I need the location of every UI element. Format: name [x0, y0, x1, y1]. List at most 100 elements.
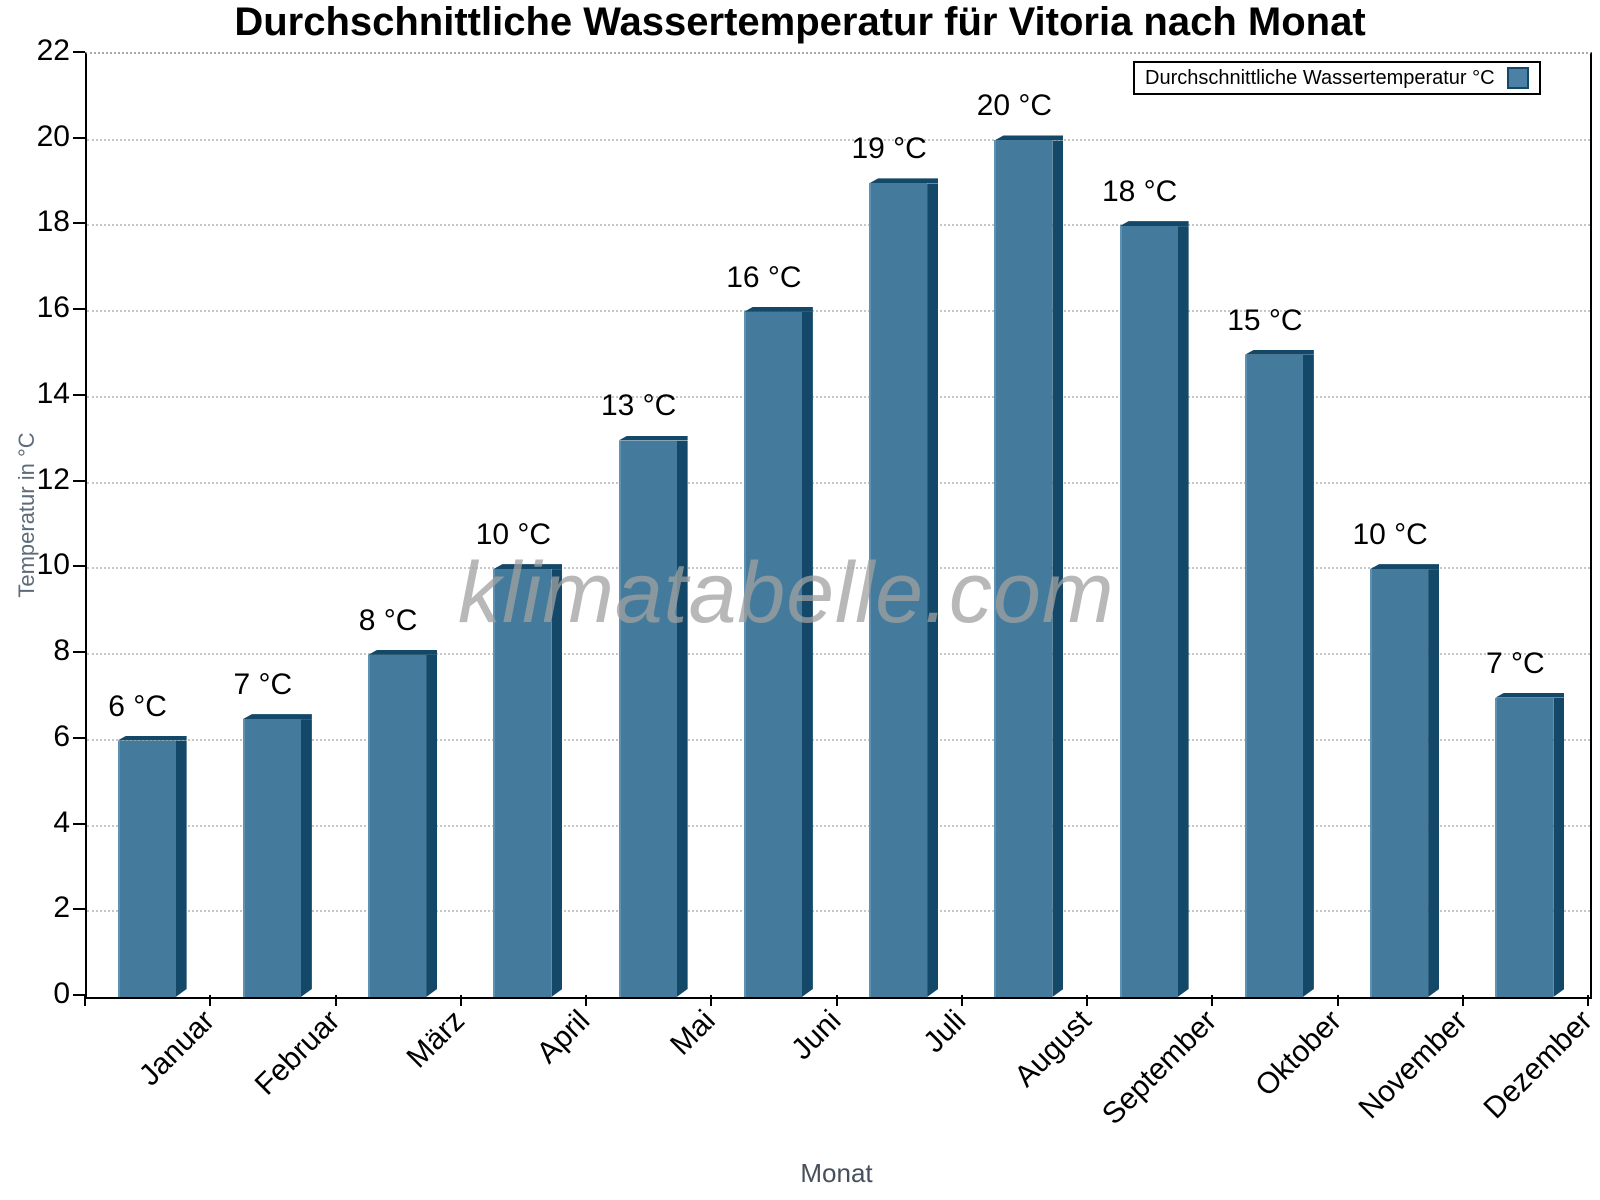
gridline [87, 738, 1590, 741]
bar-top-edge [743, 306, 813, 312]
y-axis-tick [73, 736, 85, 739]
bar [242, 714, 312, 997]
x-category-label-text: Dezember [1477, 1004, 1599, 1126]
bar [869, 178, 939, 997]
bar [994, 135, 1064, 997]
y-tick-label: 22 [36, 34, 70, 67]
gridline [87, 824, 1590, 827]
bar-right-edge [927, 183, 938, 997]
bar-value-label: 20 °C [976, 89, 1053, 123]
bar-right-edge [551, 569, 562, 997]
bar [368, 649, 438, 997]
x-category-label-text: Januar [132, 1004, 221, 1093]
bar-face [117, 740, 176, 997]
x-axis-tick [1587, 995, 1589, 1006]
y-axis-tick [73, 822, 85, 825]
x-axis-tick [209, 995, 212, 1006]
bar-face [242, 719, 301, 997]
bar-face [994, 140, 1053, 997]
x-axis-tick [459, 995, 462, 1006]
x-axis-tick [1336, 995, 1339, 1006]
x-category-label-text: April [530, 1004, 597, 1070]
watermark-text: klimatabelle.com [458, 545, 1115, 641]
bar-right-edge [301, 719, 312, 997]
x-category-label-text: März [400, 1004, 472, 1075]
x-axis-tick [835, 995, 838, 1006]
gridline [87, 653, 1590, 656]
bar-value-label: 6 °C [108, 689, 167, 723]
bar-value-label: 7 °C [1486, 646, 1545, 680]
bar-face [1244, 354, 1303, 997]
y-axis-tick [73, 393, 85, 396]
y-tick-label: 14 [36, 376, 70, 410]
bar-value-label: 10 °C [475, 518, 552, 552]
x-axis-tick [1461, 995, 1464, 1006]
bar-top-edge [242, 714, 312, 720]
x-category-label-text: Mai [664, 1004, 722, 1062]
bar-value-label: 10 °C [1352, 518, 1428, 552]
bar-value-label: 15 °C [1227, 303, 1303, 337]
bar-top-edge [618, 435, 688, 441]
x-axis-tick [1086, 995, 1088, 1006]
y-tick-label: 0 [53, 977, 70, 1010]
bar-face [869, 183, 928, 997]
y-tick-label: 20 [36, 119, 70, 153]
gridline [87, 395, 1590, 398]
y-tick-label: 10 [36, 548, 70, 582]
bar [1244, 349, 1314, 997]
x-category-label-text: September [1095, 1004, 1223, 1132]
gridline [87, 138, 1590, 141]
bar-right-edge [1428, 569, 1439, 997]
bar-face [743, 311, 802, 997]
bar-right-edge [1303, 355, 1314, 997]
y-axis-tick [73, 994, 85, 996]
y-tick-label: 6 [53, 719, 70, 753]
bar-value-label: 19 °C [851, 132, 927, 166]
y-tick-label: 12 [36, 462, 70, 496]
bar-face [368, 654, 427, 997]
y-tick-label: 18 [36, 205, 70, 239]
x-category-label-text: Juni [784, 1004, 848, 1067]
x-category-label-text: Juli [917, 1004, 973, 1060]
x-category-label-text: November [1352, 1004, 1474, 1126]
bar-right-edge [802, 312, 813, 997]
bar-right-edge [677, 441, 688, 998]
legend-color-swatch [1506, 67, 1529, 89]
y-tick-label: 8 [53, 634, 70, 668]
y-axis-tick [73, 222, 85, 225]
y-axis-tick [73, 308, 85, 311]
x-axis-title: Monat [800, 1158, 873, 1188]
y-axis-tick [73, 479, 85, 482]
bar [1119, 221, 1189, 997]
bar-value-label: 18 °C [1101, 175, 1178, 209]
bar-face [493, 569, 552, 997]
bar-value-label: 8 °C [358, 603, 418, 637]
x-axis-tick [334, 995, 337, 1006]
bar-right-edge [1052, 140, 1063, 997]
bar-top-edge [117, 735, 187, 741]
bar [1370, 564, 1440, 997]
y-tick-label: 16 [36, 291, 70, 325]
y-tick-label: 2 [53, 891, 70, 925]
bar [1495, 692, 1565, 997]
y-tick-label: 4 [53, 805, 70, 839]
bar [493, 564, 563, 997]
bar-top-edge [869, 178, 939, 184]
bar-top-edge [368, 649, 438, 655]
legend-box: Durchschnittliche Wassertemperatur °C [1133, 61, 1541, 95]
bar [743, 306, 813, 997]
plot-area [85, 52, 1592, 999]
x-category-label-text: August [1008, 1004, 1098, 1094]
gridline [87, 567, 1590, 570]
x-category-label-text: Oktober [1249, 1004, 1349, 1103]
x-axis-tick [710, 995, 713, 1006]
bar-top-edge [994, 135, 1064, 141]
bar-right-edge [1553, 698, 1564, 997]
bar-right-edge [1178, 226, 1189, 997]
bar-top-edge [1495, 692, 1565, 698]
gridline [87, 224, 1590, 227]
gridline [87, 910, 1590, 913]
y-axis-tick [73, 136, 85, 139]
chart-title: Durchschnittliche Wassertemperatur für V… [234, 0, 1366, 44]
